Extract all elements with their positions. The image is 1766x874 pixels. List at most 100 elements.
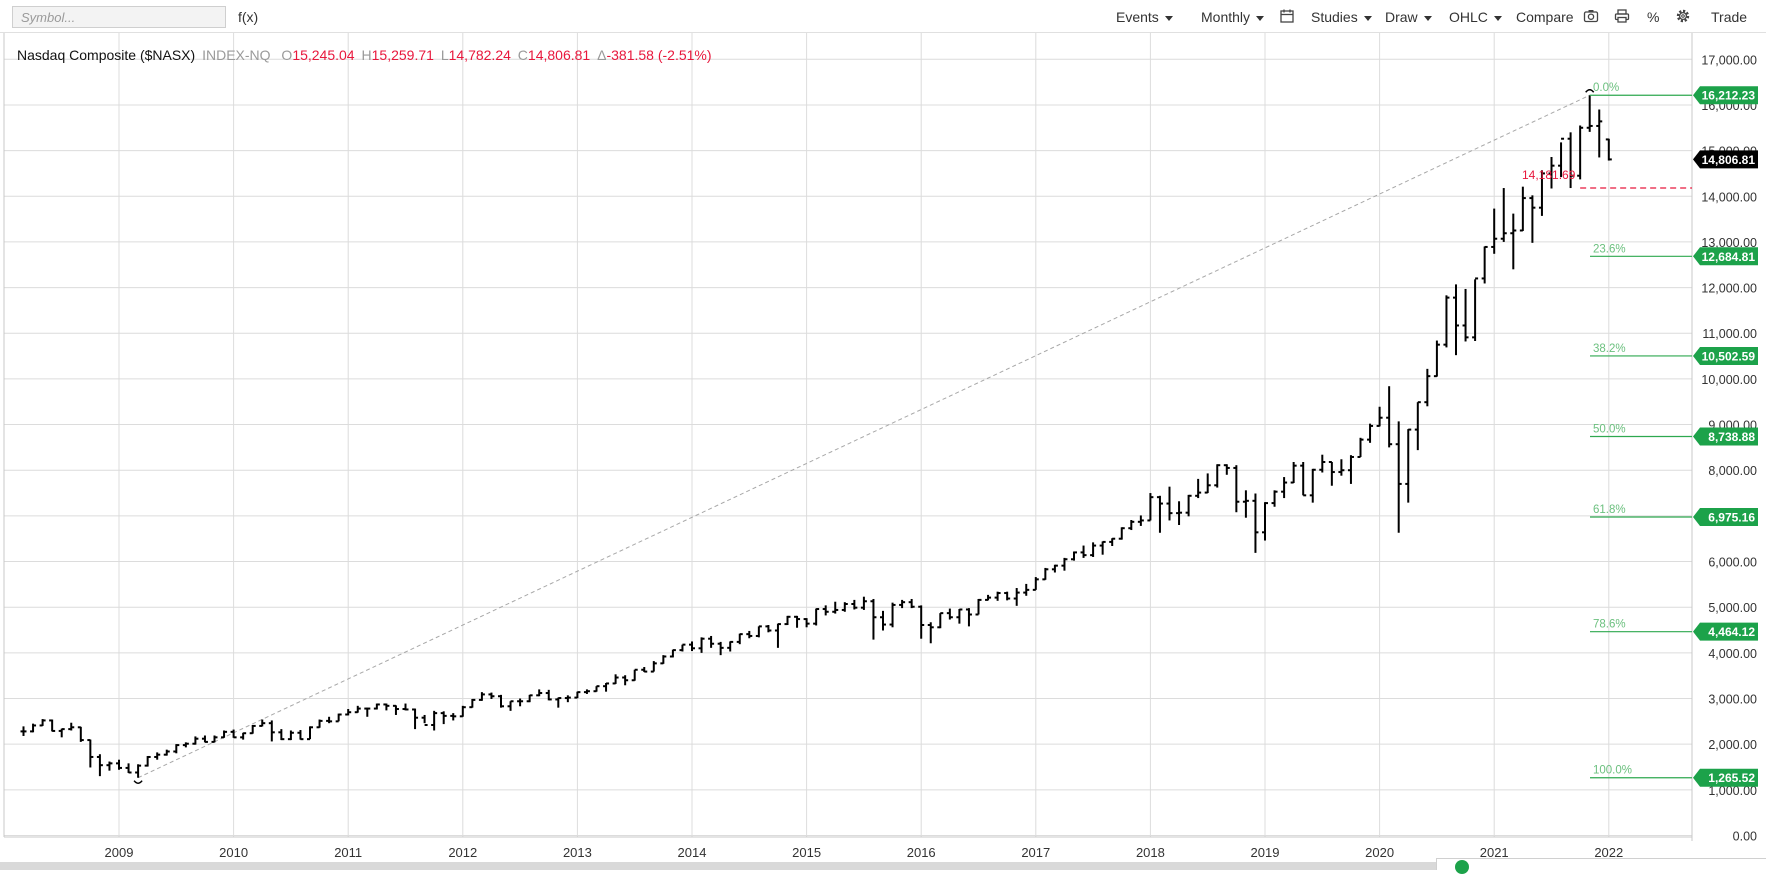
ohlc-bar xyxy=(1185,494,1192,517)
events-dropdown[interactable]: Events xyxy=(1116,9,1173,25)
fib-level-badge xyxy=(1693,508,1758,527)
fib-level-value: 10,502.59 xyxy=(1702,349,1756,363)
chart-area[interactable]: 0.00 1,000.00 2,000.00 3,000.00 4,000.00 5,00… xyxy=(0,33,1766,870)
ohlc-bar xyxy=(49,719,56,732)
x-tick-label: 2017 xyxy=(1021,845,1050,860)
ohlc-bar xyxy=(937,612,944,629)
ohlc-bar xyxy=(1195,478,1202,499)
camera-icon[interactable] xyxy=(1583,9,1601,27)
ohlc-bar xyxy=(526,694,533,703)
ohlc-bar xyxy=(736,633,743,645)
ohlc-bar xyxy=(1214,464,1221,488)
ohlc-bar xyxy=(1071,551,1077,561)
gear-icon[interactable] xyxy=(1675,8,1693,26)
ohlc-bar xyxy=(39,719,46,727)
ohlc-bar xyxy=(345,709,352,716)
compare-button[interactable]: Compare xyxy=(1516,9,1574,25)
ohlc-bar xyxy=(163,749,170,756)
price-chart[interactable]: 0.00 1,000.00 2,000.00 3,000.00 4,000.00 5,00… xyxy=(0,33,1766,870)
ohlc-bar xyxy=(1080,545,1087,558)
ohlc-bar xyxy=(746,630,753,639)
ohlc-bar xyxy=(1395,421,1402,533)
ohlc-bar xyxy=(784,615,791,626)
y-tick-label: 10,000.00 xyxy=(1701,373,1757,387)
change-value: -381.58 (-2.51%) xyxy=(606,47,712,63)
ohlc-bar xyxy=(1271,490,1278,507)
fib-level-value: 12,684.81 xyxy=(1702,250,1756,264)
ohlc-bar xyxy=(870,598,877,640)
x-tick-label: 2020 xyxy=(1365,845,1394,860)
fib-level-value: 4,464.12 xyxy=(1708,625,1755,639)
fib-level-badge xyxy=(1693,768,1758,787)
ohlc-bar xyxy=(478,692,485,701)
fx-button[interactable]: f(x) xyxy=(238,9,259,25)
chevron-down-icon xyxy=(1493,15,1502,21)
ohlc-bar xyxy=(440,711,447,725)
ohlc-bar xyxy=(1242,490,1249,518)
ohlc-bar xyxy=(1462,288,1469,342)
ohlc-bar xyxy=(899,599,906,609)
ohlc-bar xyxy=(708,635,715,648)
ohlc-bar xyxy=(574,691,581,699)
y-tick-label: 17,000.00 xyxy=(1701,53,1757,67)
ohlc-bar xyxy=(392,704,399,715)
x-tick-label: 2014 xyxy=(678,845,707,860)
ohlc-bar xyxy=(96,754,103,777)
x-tick-label: 2016 xyxy=(907,845,936,860)
ohlc-bar xyxy=(498,694,504,708)
draw-dropdown[interactable]: Draw xyxy=(1385,9,1432,25)
ohlc-bar xyxy=(1548,156,1555,189)
fib-level-percent: 50.0% xyxy=(1593,423,1626,435)
ohlc-bar xyxy=(631,668,638,682)
ohlc-bar xyxy=(1051,564,1058,573)
calendar-icon[interactable] xyxy=(1279,8,1297,26)
ohlc-bar xyxy=(116,759,122,770)
ohlc-bar xyxy=(201,735,208,743)
ohlc-bar xyxy=(1262,502,1268,541)
fib-level-percent: 0.0% xyxy=(1593,82,1619,94)
ohlc-bar xyxy=(192,736,199,745)
ohlc-bar xyxy=(1233,465,1240,513)
ohlc-bar xyxy=(335,713,342,723)
close-label: C xyxy=(517,47,528,63)
fib-level-badge xyxy=(1693,247,1758,266)
x-tick-label: 2009 xyxy=(105,845,134,860)
studies-dropdown[interactable]: Studies xyxy=(1311,9,1372,25)
bottom-panel[interactable] xyxy=(1436,858,1766,874)
ohlc-bar xyxy=(927,622,934,644)
ohlc-bar xyxy=(221,730,228,739)
x-tick-label: 2018 xyxy=(1136,845,1165,860)
ohlc-bar xyxy=(689,641,695,652)
ohlc-bar xyxy=(1023,583,1030,596)
ohlc-bar xyxy=(1500,188,1507,242)
ohlc-bar xyxy=(1156,495,1163,533)
ohlc-bar xyxy=(1281,477,1288,499)
last-price-badge xyxy=(1693,150,1758,169)
ohlc-bar xyxy=(880,610,886,631)
low-label: L xyxy=(440,47,449,63)
events-label: Events xyxy=(1116,9,1159,25)
symbol-input[interactable] xyxy=(12,6,226,28)
ohlc-bar xyxy=(1567,132,1574,189)
ohlc-bar xyxy=(278,729,285,741)
ohlc-bar xyxy=(1472,277,1479,342)
interval-dropdown[interactable]: Monthly xyxy=(1201,9,1265,25)
percent-toggle[interactable]: % xyxy=(1647,9,1660,25)
fib-level-percent: 23.6% xyxy=(1593,243,1626,255)
ohlc-bar xyxy=(545,689,552,701)
x-tick-label: 2010 xyxy=(219,845,248,860)
ohlc-bar xyxy=(287,730,294,741)
ohlc-bar xyxy=(249,724,256,735)
ohlc-bar xyxy=(660,655,667,665)
ohlc-bar xyxy=(1577,125,1584,180)
ohlc-bar xyxy=(717,641,724,656)
y-tick-label: 8,000.00 xyxy=(1708,464,1757,478)
print-icon[interactable] xyxy=(1614,9,1632,27)
trade-button[interactable]: Trade xyxy=(1711,9,1748,25)
horizontal-scrollbar[interactable] xyxy=(0,862,1766,870)
chart-type-label: OHLC xyxy=(1449,9,1488,25)
ohlc-bar xyxy=(1328,461,1335,486)
chart-type-dropdown[interactable]: OHLC xyxy=(1449,9,1502,25)
ohlc-bar xyxy=(612,674,619,685)
ohlc-bar xyxy=(1347,455,1354,484)
